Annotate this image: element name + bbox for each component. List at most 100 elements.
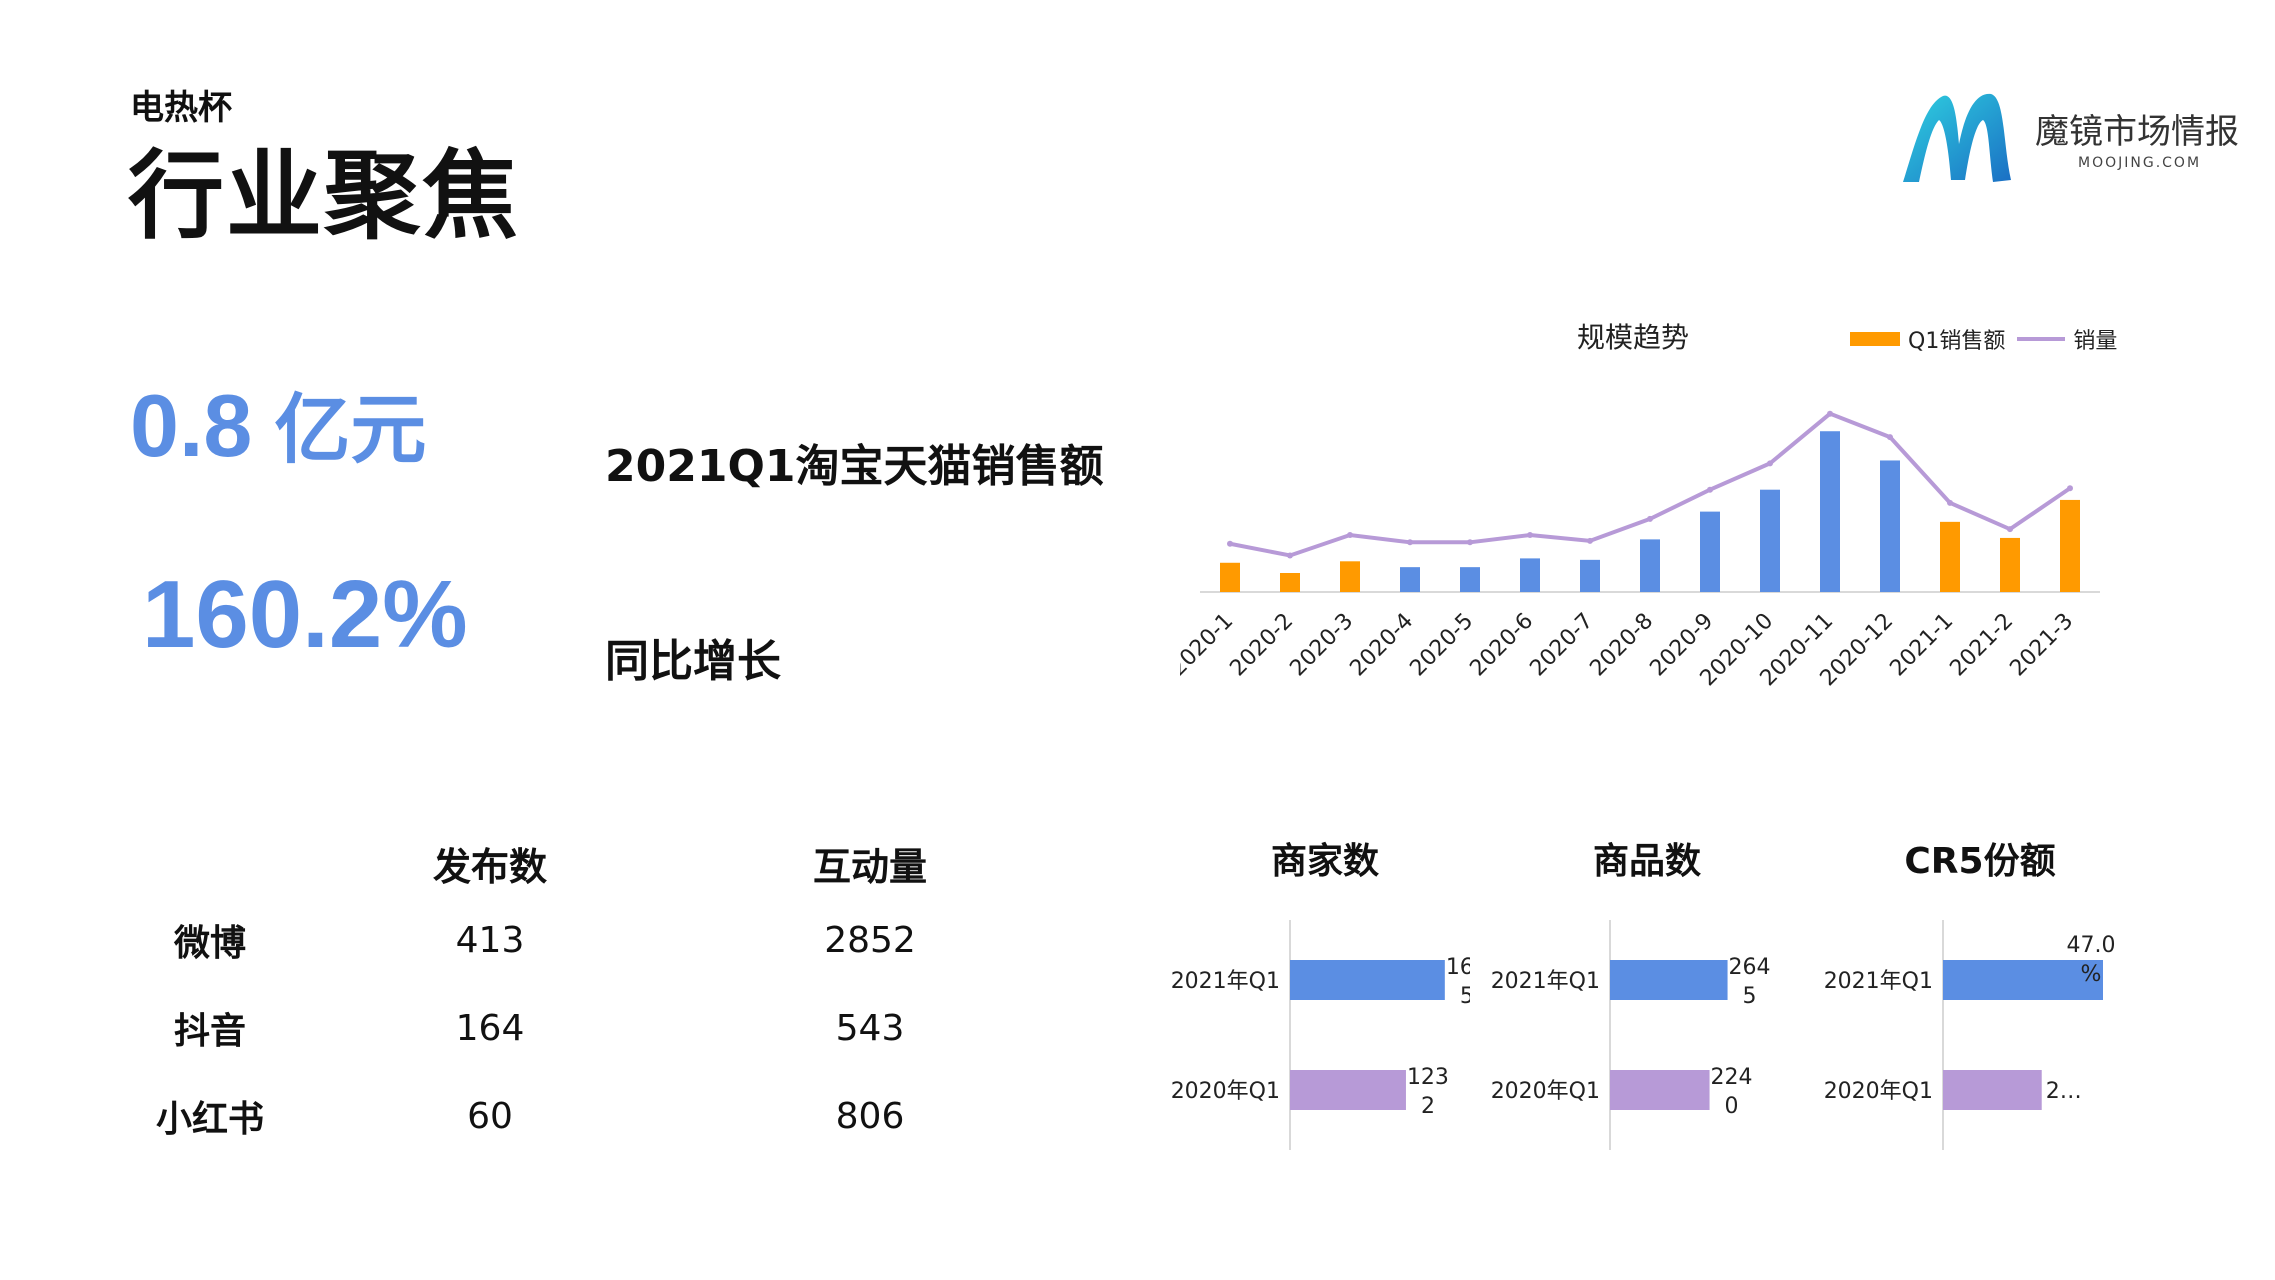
bar-2021-2 <box>2000 537 2020 592</box>
moojing-logo <box>1895 84 2255 194</box>
social-row-douyin: 抖音 164 543 <box>120 984 1060 1072</box>
bar-2020-1 <box>1220 562 1240 592</box>
platform-name: 抖音 <box>173 1011 246 1052</box>
x-tick-label: 2020-3 <box>1285 609 1358 682</box>
logo-domain: MOOJING.COM <box>2078 155 2202 171</box>
data-label: 123 <box>1407 1065 1449 1090</box>
category-label: 2020年Q1 <box>1824 1079 1933 1104</box>
legend-swatch-bar <box>1850 332 1900 346</box>
bar-2020-2 <box>1280 573 1300 592</box>
bar-2021年Q1 <box>1290 960 1445 1000</box>
line-point-2020-10 <box>1767 460 1773 467</box>
x-tick-label: 2020-5 <box>1405 609 1478 682</box>
line-point-2020-7 <box>1587 537 1593 544</box>
line-point-2020-1 <box>1227 540 1233 547</box>
engagement-count: 2852 <box>824 919 916 961</box>
merchants-chart: 2021年Q1 164 5 2020年Q1 123 2 <box>1171 920 1470 1150</box>
data-label: 5 <box>1460 984 1470 1009</box>
line-point-2020-4 <box>1407 539 1413 546</box>
bar-2020-6 <box>1520 558 1540 592</box>
data-label: 0 <box>1725 1094 1739 1119</box>
line-point-2020-6 <box>1527 532 1533 538</box>
category-label: 2020年Q1 <box>1491 1079 1600 1104</box>
sales-label: 2021Q1淘宝天猫销售额 <box>605 441 1104 492</box>
sales-kpi: 0.8 亿元 <box>130 368 426 478</box>
posts-count: 413 <box>455 919 525 961</box>
legend-label-line: 销量 <box>2073 329 2118 354</box>
platform-name: 微博 <box>173 923 246 964</box>
x-tick-label: 2020-7 <box>1525 609 1598 682</box>
growth-label: 同比增长 <box>605 636 781 687</box>
x-tick-label: 2021-3 <box>2005 609 2078 682</box>
trend-chart: 2020-12020-22020-32020-42020-52020-62020… <box>1180 410 2100 691</box>
category-label: 2021年Q1 <box>1171 969 1280 994</box>
bar-2020-5 <box>1460 567 1480 592</box>
data-label: 47.0 <box>2067 933 2116 958</box>
bar-2020-10 <box>1760 489 1780 592</box>
logo-name: 魔镜市场情报 <box>2035 112 2239 152</box>
line-point-2020-9 <box>1707 486 1713 493</box>
bar-2020-7 <box>1580 559 1600 592</box>
data-label: 5 <box>1743 984 1757 1009</box>
line-point-2020-8 <box>1647 515 1653 522</box>
trend-chart-title: 规模趋势 <box>1577 321 1690 354</box>
bar-2020-12 <box>1880 460 1900 592</box>
engagement-count: 806 <box>835 1095 905 1137</box>
x-tick-label: 2020-2 <box>1225 609 1298 682</box>
bar-2020-3 <box>1340 561 1360 592</box>
category-subtitle: 电热杯 <box>130 88 232 128</box>
legend-label-bar: Q1销售额 <box>1908 329 2006 354</box>
bar-2021年Q1 <box>1943 960 2103 1000</box>
category-label: 2021年Q1 <box>1491 969 1600 994</box>
line-point-2020-12 <box>1887 434 1893 441</box>
line-point-2020-5 <box>1467 539 1473 546</box>
social-table: 发布数 互动量 微博 413 2852 抖音 164 543 小红书 60 80… <box>120 830 1060 1160</box>
legend-swatch-line <box>2017 337 2066 341</box>
data-label: 2… <box>2046 1079 2082 1104</box>
sales-unit: 亿元 <box>274 388 427 473</box>
social-header-posts: 发布数 <box>432 844 547 889</box>
category-label: 2021年Q1 <box>1824 969 1933 994</box>
social-header-row: 发布数 互动量 <box>120 830 1060 896</box>
bar-2020-4 <box>1400 567 1420 592</box>
x-tick-label: 2020-4 <box>1345 609 1418 682</box>
line-point-2020-11 <box>1827 410 1833 417</box>
line-point-2020-3 <box>1347 532 1353 538</box>
bar-2021-1 <box>1940 521 1960 592</box>
social-row-xiaohongshu: 小红书 60 806 <box>120 1072 1060 1160</box>
products-chart: 2021年Q1 264 5 2020年Q1 224 0 <box>1491 920 1771 1150</box>
merchants-chart-title: 商家数 <box>1270 841 1379 882</box>
bar-2020-9 <box>1700 511 1720 592</box>
data-label: 224 <box>1711 1065 1753 1090</box>
sales-value: 0.8 <box>130 376 253 475</box>
posts-count: 60 <box>467 1095 513 1137</box>
data-label: % <box>2081 962 2102 987</box>
data-label: 264 <box>1729 955 1771 980</box>
bar-2020年Q1 <box>1943 1070 2042 1110</box>
data-label: 2 <box>1421 1094 1435 1119</box>
social-header-engagement: 互动量 <box>812 844 927 889</box>
platform-name: 小红书 <box>155 1099 264 1140</box>
x-tick-label: 2020-6 <box>1465 609 1538 682</box>
data-label: 164 <box>1446 955 1470 980</box>
bar-2020-8 <box>1640 539 1660 592</box>
growth-value: 160.2% <box>142 561 468 668</box>
bar-2021年Q1 <box>1610 960 1728 1000</box>
x-tick-label: 2020-1 <box>1180 609 1238 682</box>
x-tick-label: 2021-2 <box>1945 609 2018 682</box>
line-point-2020-2 <box>1287 552 1293 559</box>
cr5-chart-title: CR5份额 <box>1904 841 2056 882</box>
social-row-weibo: 微博 413 2852 <box>120 896 1060 984</box>
x-tick-label: 2020-8 <box>1585 609 1658 682</box>
cr5-chart: 2021年Q1 47.0% 2020年Q1 2… <box>1824 920 2116 1150</box>
line-point-2021-3 <box>2067 485 2073 492</box>
engagement-count: 543 <box>835 1007 905 1049</box>
line-point-2021-1 <box>1947 499 1953 506</box>
category-label: 2020年Q1 <box>1171 1079 1280 1104</box>
m-logo-icon <box>1903 93 2011 182</box>
bar-2020年Q1 <box>1610 1070 1710 1110</box>
products-chart-title: 商品数 <box>1592 841 1701 882</box>
line-point-2021-2 <box>2007 526 2013 533</box>
social-header-empty <box>120 830 300 896</box>
bar-2021-3 <box>2060 499 2080 592</box>
